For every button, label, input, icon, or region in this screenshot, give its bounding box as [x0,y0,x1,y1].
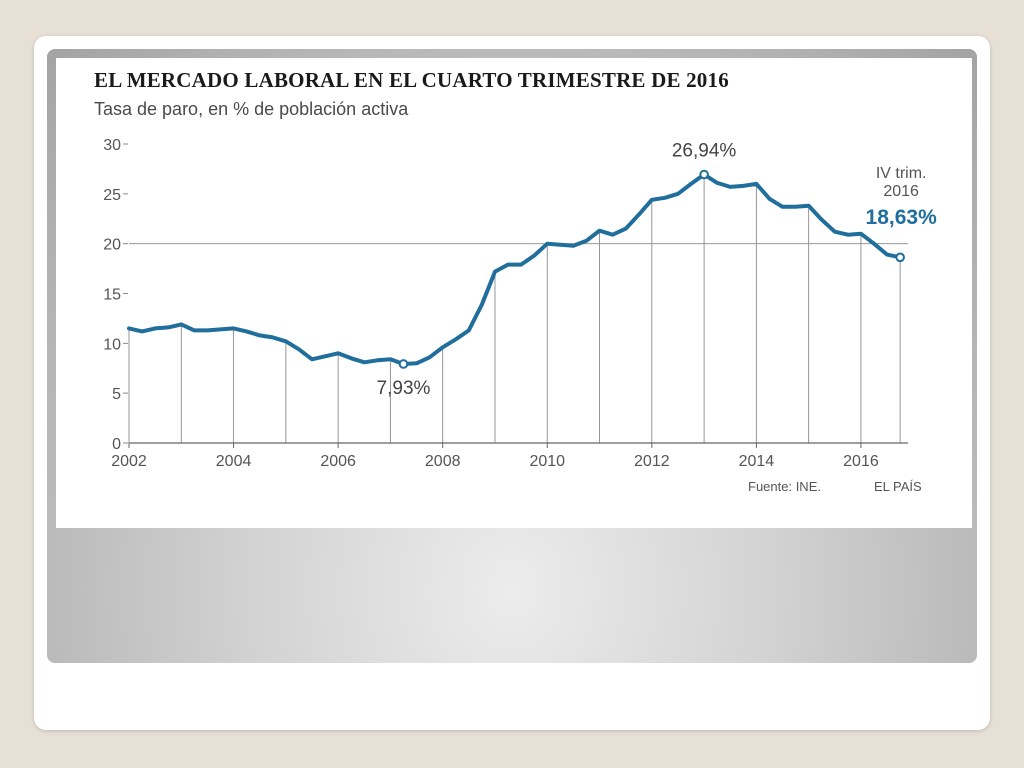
x-tick-label: 2010 [529,453,565,470]
x-tick-label: 2004 [216,453,252,470]
annotation-trough: 7,93% [377,378,431,399]
annotation-latest-value: 18,63% [866,206,938,229]
y-tick-label: 30 [103,137,121,154]
x-tick-label: 2016 [843,453,879,470]
x-tick-label: 2014 [739,453,775,470]
chart-card: EL MERCADO LABORAL EN EL CUARTO TRIMESTR… [56,58,972,528]
peak-marker [699,169,709,180]
x-tick-label: 2012 [634,453,670,470]
chart-brand: EL PAÍS [874,479,922,494]
y-tick-label: 0 [112,436,121,453]
annotation-latest-period: IV trim. [876,165,927,182]
unemployment-rate-line [127,172,903,366]
y-tick-label: 20 [103,237,121,254]
x-tick-label: 2002 [111,453,147,470]
chart-title: EL MERCADO LABORAL EN EL CUARTO TRIMESTR… [94,68,729,92]
trough-marker [398,359,409,369]
y-tick-label: 10 [103,336,121,353]
line-chart: 0 5 10 15 20 25 30 2002 2004 2006 2008 2010 2012 2014… [103,137,938,470]
x-tick-label: 2006 [320,453,356,470]
annotation-peak: 26,94% [672,140,737,161]
y-tick-label: 15 [103,287,121,304]
annotation-latest-year: 2016 [883,183,919,200]
y-tick-label: 5 [112,386,121,403]
slide-panel: EL MERCADO LABORAL EN EL CUARTO TRIMESTR… [47,49,977,663]
chart-subtitle: Tasa de paro, en % de población activa [94,99,409,119]
slide: EL MERCADO LABORAL EN EL CUARTO TRIMESTR… [34,36,990,730]
x-tick-label: 2008 [425,453,461,470]
latest-marker [895,252,905,263]
chart-source: Fuente: INE. [748,479,821,494]
y-tick-label: 25 [103,187,121,204]
